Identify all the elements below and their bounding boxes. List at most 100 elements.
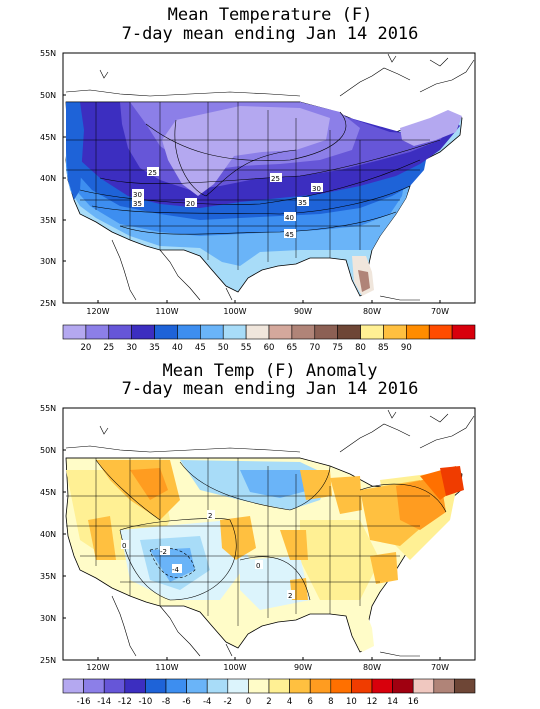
bottom-colorbar-swatch xyxy=(433,678,455,694)
lat-label: 25N xyxy=(40,656,56,665)
top-map-title-line2: 7-day mean ending Jan 14 2016 xyxy=(121,24,419,44)
bottom-colorbar-label: 4 xyxy=(287,697,292,707)
lon-label: 70W xyxy=(431,663,449,672)
bottom-contours xyxy=(95,459,447,601)
top-colorbar-swatch xyxy=(383,324,407,340)
top-colorbar-label: 55 xyxy=(241,343,252,353)
lon-label: 100W xyxy=(223,307,246,316)
bottom-colorbar-label: -12 xyxy=(118,697,132,707)
top-colorbar-swatch xyxy=(200,324,224,340)
contour-label: 30 xyxy=(133,191,142,199)
bottom-colorbar-swatch xyxy=(351,678,373,694)
bottom-map-title-line2: 7-day mean ending Jan 14 2016 xyxy=(121,379,419,399)
lon-label: 90W xyxy=(294,663,312,672)
lat-label: 25N xyxy=(40,299,56,308)
bottom-colorbar-swatch xyxy=(330,678,352,694)
bottom-colorbar-label: 12 xyxy=(367,697,378,707)
bottom-colorbar-label: 8 xyxy=(328,697,333,707)
bottom-colorbar-swatch xyxy=(227,678,249,694)
bottom-colorbar-label: -4 xyxy=(203,697,211,707)
top-colorbar-label: 35 xyxy=(149,343,160,353)
top-colorbar-label: 40 xyxy=(172,343,183,353)
lon-label: 100W xyxy=(223,663,246,672)
lat-label: 40N xyxy=(40,530,56,539)
top-colorbar-swatch xyxy=(360,324,384,340)
contour-label: 0 xyxy=(256,562,260,570)
bottom-anomaly-map: 2 0 -2 -4 0 2 55N 50N 45N 40N 35N 30N 25… xyxy=(40,404,476,707)
bottom-colorbar-label: -6 xyxy=(182,697,190,707)
lon-label: 110W xyxy=(155,307,178,316)
bottom-colorbar-label: 2 xyxy=(266,697,271,707)
top-colorbar-swatch xyxy=(268,324,293,340)
lon-label: 120W xyxy=(86,307,109,316)
contour-label: 25 xyxy=(271,175,280,183)
bottom-colorbar-label: -8 xyxy=(162,697,170,707)
bottom-colorbar: -16 -14 -12 -10 -8 -6 -4 -2 0 2 4 6 8 10 12 14 16 xyxy=(62,678,476,707)
bottom-coastlines xyxy=(65,409,475,657)
lat-label: 45N xyxy=(40,488,56,497)
contour-label: -4 xyxy=(172,566,180,574)
top-colorbar-label: 45 xyxy=(195,343,206,353)
bottom-colorbar-swatch xyxy=(62,678,84,694)
bottom-colorbar-label: -10 xyxy=(138,697,152,707)
top-map-title-line1: Mean Temperature (F) xyxy=(167,5,373,25)
lat-label: 35N xyxy=(40,572,56,581)
lon-label: 80W xyxy=(363,663,381,672)
top-colorbar-label: 30 xyxy=(126,343,137,353)
bottom-map-title-line1: Mean Temp (F) Anomaly xyxy=(162,361,378,381)
bottom-colorbar-label: 0 xyxy=(246,697,251,707)
top-colorbar-swatch xyxy=(314,324,338,340)
top-colorbar-label: 70 xyxy=(309,343,320,353)
lat-label: 50N xyxy=(40,446,56,455)
top-colorbar-swatch xyxy=(177,324,201,340)
lon-label: 110W xyxy=(155,663,178,672)
bottom-contour-labels: 2 0 -2 -4 0 2 xyxy=(121,510,295,600)
contour-label: 0 xyxy=(122,542,126,550)
contour-label: 40 xyxy=(285,214,294,222)
top-lat-labels: 55N 50N 45N 40N 35N 30N 25N xyxy=(40,49,56,308)
top-colorbar-swatch xyxy=(451,324,476,340)
contour-label: 35 xyxy=(298,199,307,207)
bottom-colorbar-swatch xyxy=(248,678,270,694)
lat-label: 45N xyxy=(40,133,56,142)
contour-label: 20 xyxy=(186,200,195,208)
top-colorbar-label: 90 xyxy=(401,343,412,353)
top-lon-labels: 120W 110W 100W 90W 80W 70W xyxy=(86,307,449,316)
bottom-colorbar-swatch xyxy=(206,678,229,694)
bottom-colorbar-swatch xyxy=(186,678,208,694)
contour-label: 45 xyxy=(285,231,294,239)
bottom-colorbar-swatch xyxy=(165,678,187,694)
bottom-colorbar-label: -2 xyxy=(224,697,232,707)
contour-label: -2 xyxy=(160,548,167,556)
top-colorbar-label: 65 xyxy=(286,343,297,353)
bottom-colorbar-swatch xyxy=(454,678,476,694)
top-colorbar-label: 25 xyxy=(103,343,114,353)
top-colorbar-swatch xyxy=(131,324,155,340)
lat-label: 30N xyxy=(40,614,56,623)
bottom-colorbar-swatch xyxy=(268,678,290,694)
bottom-state-borders xyxy=(66,457,430,626)
bottom-colorbar-swatch xyxy=(371,678,393,694)
top-colorbar-swatch xyxy=(108,324,132,340)
lat-label: 40N xyxy=(40,174,56,183)
bottom-colorbar-swatch xyxy=(83,678,105,694)
contour-label: 35 xyxy=(133,200,142,208)
bottom-colorbar-swatch xyxy=(124,678,146,694)
top-colorbar-swatch xyxy=(85,324,110,340)
top-colorbar-swatch xyxy=(337,324,361,340)
bottom-colorbar-label: 16 xyxy=(408,697,419,707)
lon-label: 70W xyxy=(431,307,449,316)
bottom-ticks xyxy=(63,449,441,660)
bottom-colorbar-label: -16 xyxy=(77,697,91,707)
lon-label: 80W xyxy=(363,307,381,316)
lat-label: 55N xyxy=(40,404,56,413)
top-contours xyxy=(79,111,441,235)
bottom-colorbar-swatch xyxy=(392,678,414,694)
bottom-colorbar-swatch xyxy=(412,678,435,694)
bottom-colorbar-label: 14 xyxy=(387,697,398,707)
lat-label: 55N xyxy=(40,49,56,58)
top-contour-labels: 25 30 35 20 25 30 35 40 45 xyxy=(132,167,323,239)
contour-label: 30 xyxy=(312,185,321,193)
top-colorbar-swatch xyxy=(245,324,270,340)
